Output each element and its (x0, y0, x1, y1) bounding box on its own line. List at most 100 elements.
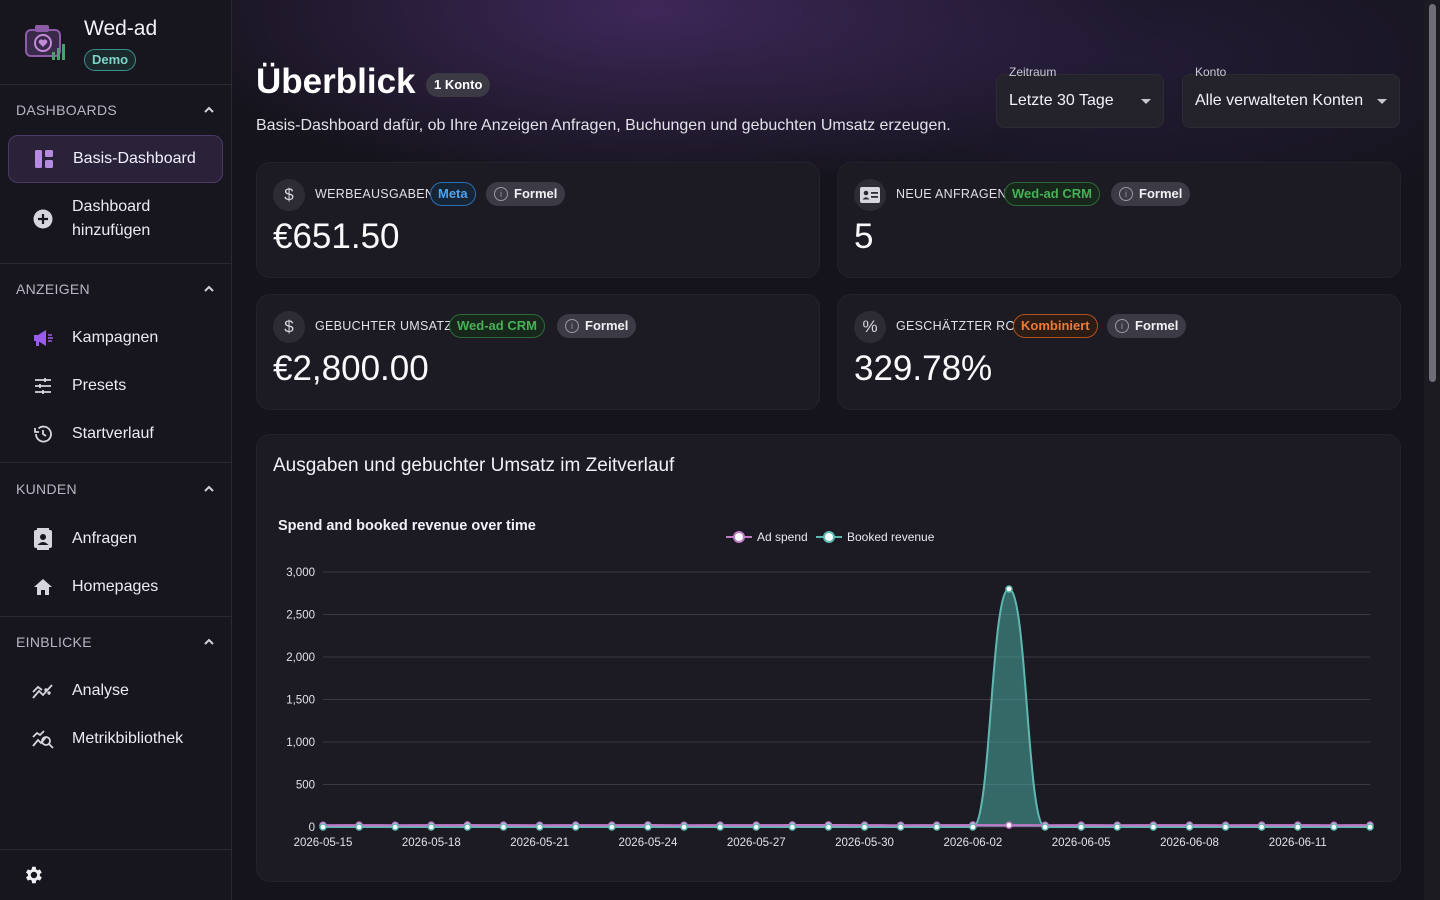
formula-badge[interactable]: i Formel (1111, 182, 1191, 206)
data-point (1330, 823, 1338, 831)
sidebar-item-presets[interactable]: Presets (8, 362, 223, 410)
x-tick-label: 2026-06-11 (1269, 837, 1327, 849)
kpi-value: €2,800.00 (273, 349, 429, 388)
data-point (1221, 823, 1230, 831)
kpi-card-neue-anfragen: NEUE ANFRAGEN Wed-ad CRM i Formel 5 (837, 162, 1401, 278)
formula-badge[interactable]: i Formel (1107, 314, 1187, 338)
data-point (1113, 823, 1122, 831)
period-select-value: Letzte 30 Tage (1009, 92, 1114, 109)
sidebar-item-kampagnen[interactable]: Kampagnen (8, 314, 223, 362)
source-badge-meta: Meta (430, 182, 476, 206)
sidebar-item-basis-dashboard[interactable]: Basis-Dashboard (8, 135, 223, 183)
formula-label: Formel (1139, 186, 1183, 201)
sidebar-item-analyse[interactable]: Analyse (8, 667, 223, 715)
legend-swatch-marker (823, 531, 835, 543)
data-point (1041, 823, 1049, 831)
legend-label: Booked revenue (847, 530, 935, 544)
x-tick-label: 2026-06-02 (943, 837, 1002, 849)
formula-badge[interactable]: i Formel (486, 182, 566, 206)
home-icon (32, 576, 54, 598)
dashboard-icon (33, 148, 55, 170)
data-point (319, 823, 327, 831)
kpi-label: GESCHÄTZTER ROI (896, 319, 1020, 333)
chart-card: Ausgaben und gebuchter Umsatz im Zeitver… (256, 434, 1401, 882)
section-header-anzeigen[interactable]: ANZEIGEN (0, 264, 231, 314)
section-header-dashboards[interactable]: DASHBOARDS (0, 85, 231, 135)
legend-swatch-marker (733, 531, 745, 543)
data-point (1077, 823, 1085, 831)
sidebar-item-metrikbibliothek[interactable]: Metrikbibliothek (8, 715, 223, 763)
tune-icon (32, 375, 54, 397)
page-subtitle: Basis-Dashboard dafür, ob Ihre Anzeigen … (256, 117, 951, 134)
sidebar-item-homepages[interactable]: Homepages (8, 563, 223, 611)
x-tick-label: 2026-06-05 (1052, 837, 1111, 849)
data-point (788, 823, 797, 831)
data-point (427, 823, 436, 831)
formula-badge[interactable]: i Formel (557, 314, 637, 338)
account-select[interactable]: Konto Alle verwalteten Konten (1182, 65, 1400, 128)
kpi-value: 329.78% (854, 349, 993, 388)
kpi-card-werbeausgaben: $ WERBEAUSGABEN Meta i Formel €651.50 (256, 162, 820, 278)
section-dashboards: DASHBOARDS Basis-Dashboard Dashboard hin… (0, 85, 231, 264)
x-tick-label: 2026-06-08 (1160, 837, 1219, 849)
demo-badge: Demo (84, 49, 137, 71)
data-point (933, 823, 941, 831)
sidebar-item-label: Analyse (72, 682, 129, 699)
chart-section-heading: Ausgaben und gebuchter Umsatz im Zeitver… (273, 455, 675, 476)
sidebar: Wed-ad Demo DASHBOARDS Basis-Dashboard D… (0, 0, 232, 900)
sidebar-item-anfragen[interactable]: Anfragen (8, 515, 223, 563)
data-point (716, 823, 724, 831)
period-select-label: Zeitraum (1009, 65, 1057, 79)
source-badge-kombiniert: Kombiniert (1013, 314, 1098, 338)
series-area-1 (323, 589, 1370, 827)
section-header-einblicke[interactable]: EINBLICKE (0, 617, 231, 667)
info-icon: i (1115, 319, 1129, 333)
data-point (535, 823, 544, 831)
data-point (355, 823, 363, 831)
settings-area (0, 849, 231, 900)
camera-logo-icon (25, 25, 65, 60)
add-circle-icon (32, 208, 54, 230)
chart-title: Spend and booked revenue over time (278, 518, 536, 534)
main-content: Überblick 1 Konto Basis-Dashboard dafür,… (232, 0, 1424, 900)
brand-header: Wed-ad Demo (0, 0, 231, 85)
page-title: Überblick (256, 62, 416, 101)
sidebar-item-startverlauf[interactable]: Startverlauf (8, 410, 223, 458)
sidebar-item-add-dashboard[interactable]: Dashboard hinzufügen (8, 183, 223, 255)
kpi-label: NEUE ANFRAGEN (896, 187, 1007, 201)
period-select[interactable]: Zeitraum Letzte 30 Tage (996, 65, 1164, 128)
formula-label: Formel (585, 318, 629, 333)
section-header-kunden[interactable]: KUNDEN (0, 463, 231, 515)
contact-icon (32, 528, 54, 550)
scrollbar[interactable] (1424, 0, 1440, 900)
chevron-up-icon (204, 638, 214, 645)
x-tick-label: 2026-05-21 (510, 837, 569, 849)
y-tick-label: 500 (296, 780, 315, 792)
sidebar-item-label: Anfragen (72, 530, 137, 547)
x-tick-label: 2026-05-18 (402, 837, 461, 849)
formula-label: Formel (514, 186, 558, 201)
data-point (1149, 823, 1158, 831)
data-point (391, 823, 399, 831)
caret-down-icon (1377, 99, 1387, 104)
section-title: DASHBOARDS (16, 102, 118, 118)
section-kunden: KUNDEN Anfragen Homepages (0, 463, 231, 617)
gear-icon[interactable] (22, 864, 44, 886)
percent-icon: % (854, 311, 886, 343)
scrollbar-thumb[interactable] (1429, 4, 1436, 382)
sidebar-item-label: Startverlauf (72, 425, 154, 442)
history-icon (32, 423, 54, 445)
x-tick-label: 2026-05-24 (619, 837, 678, 849)
account-select-label: Konto (1195, 65, 1227, 79)
sidebar-item-label: Homepages (72, 578, 159, 595)
kpi-label: WERBEAUSGABEN (315, 187, 435, 201)
sidebar-item-label: Dashboard hinzufügen (72, 198, 151, 239)
data-point (1005, 585, 1013, 593)
megaphone-icon (32, 327, 54, 349)
section-title: KUNDEN (16, 481, 77, 497)
x-tick-label: 2026-05-30 (835, 837, 894, 849)
brand-name: Wed-ad (84, 17, 158, 40)
y-tick-label: 1,500 (286, 695, 315, 707)
kpi-label: GEBUCHTER UMSATZ (315, 319, 453, 333)
info-icon: i (494, 187, 508, 201)
